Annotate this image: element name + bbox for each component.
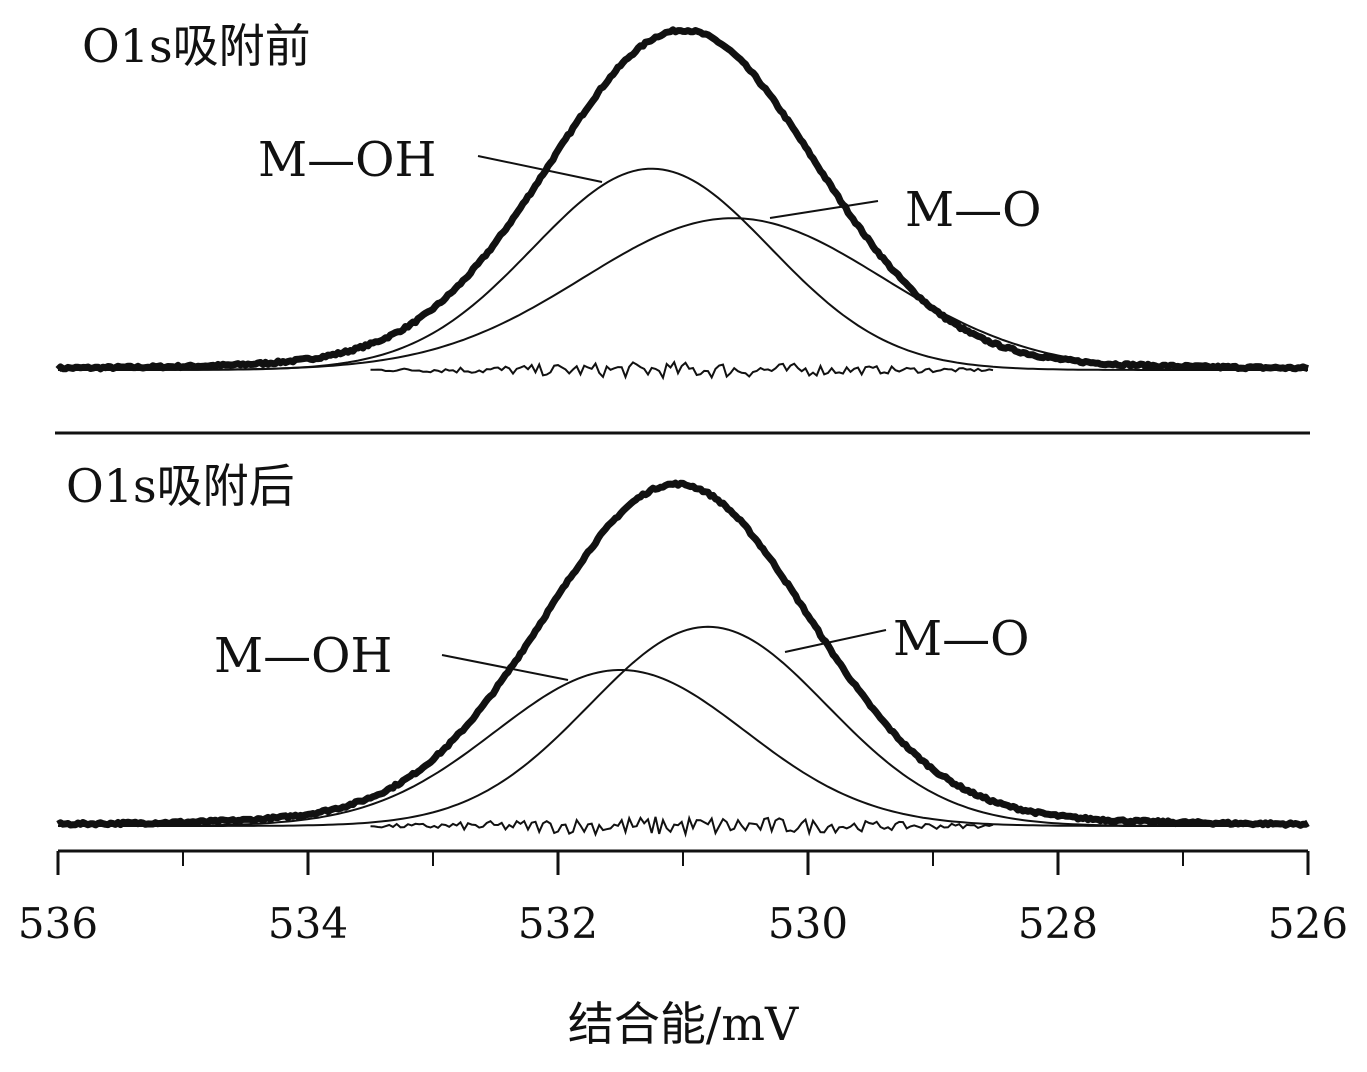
leader-m-oh-after xyxy=(441,654,569,681)
tick-label-526: 526 xyxy=(1268,899,1348,948)
label-m-o-before: M—O xyxy=(905,182,1042,238)
panel-after: O1s吸附后 M—OH M—O xyxy=(56,459,1310,838)
leader-m-oh-before xyxy=(477,155,603,183)
panel-title-before: O1s吸附前 xyxy=(82,19,311,73)
panel-before: O1s吸附前 M—OH M—O xyxy=(55,19,1309,381)
x-axis: 536 534 532 530 528 526 xyxy=(18,849,1348,948)
panel-title-after: O1s吸附后 xyxy=(66,459,295,513)
m-o-curve-after xyxy=(58,625,1308,827)
m-o-curve-before xyxy=(58,217,1308,371)
tick-label-530: 530 xyxy=(768,899,848,948)
label-m-oh-before: M—OH xyxy=(258,132,436,188)
m-oh-curve-before xyxy=(58,167,1308,371)
tick-label-532: 532 xyxy=(518,899,598,948)
envelope-curve-before xyxy=(55,26,1309,373)
leader-m-o-after xyxy=(784,629,887,653)
tick-label-536: 536 xyxy=(18,899,98,948)
label-m-o-after: M—O xyxy=(893,611,1030,667)
label-m-oh-after: M—OH xyxy=(214,628,392,684)
x-axis-title: 结合能/mV xyxy=(568,997,799,1051)
residual-curve-before xyxy=(370,360,994,381)
m-oh-curve-after xyxy=(58,669,1308,827)
leader-m-o-before xyxy=(769,200,879,219)
residual-curve-after xyxy=(370,814,994,838)
tick-label-528: 528 xyxy=(1018,899,1098,948)
envelope-curve-after xyxy=(56,479,1310,829)
tick-label-534: 534 xyxy=(268,899,348,948)
